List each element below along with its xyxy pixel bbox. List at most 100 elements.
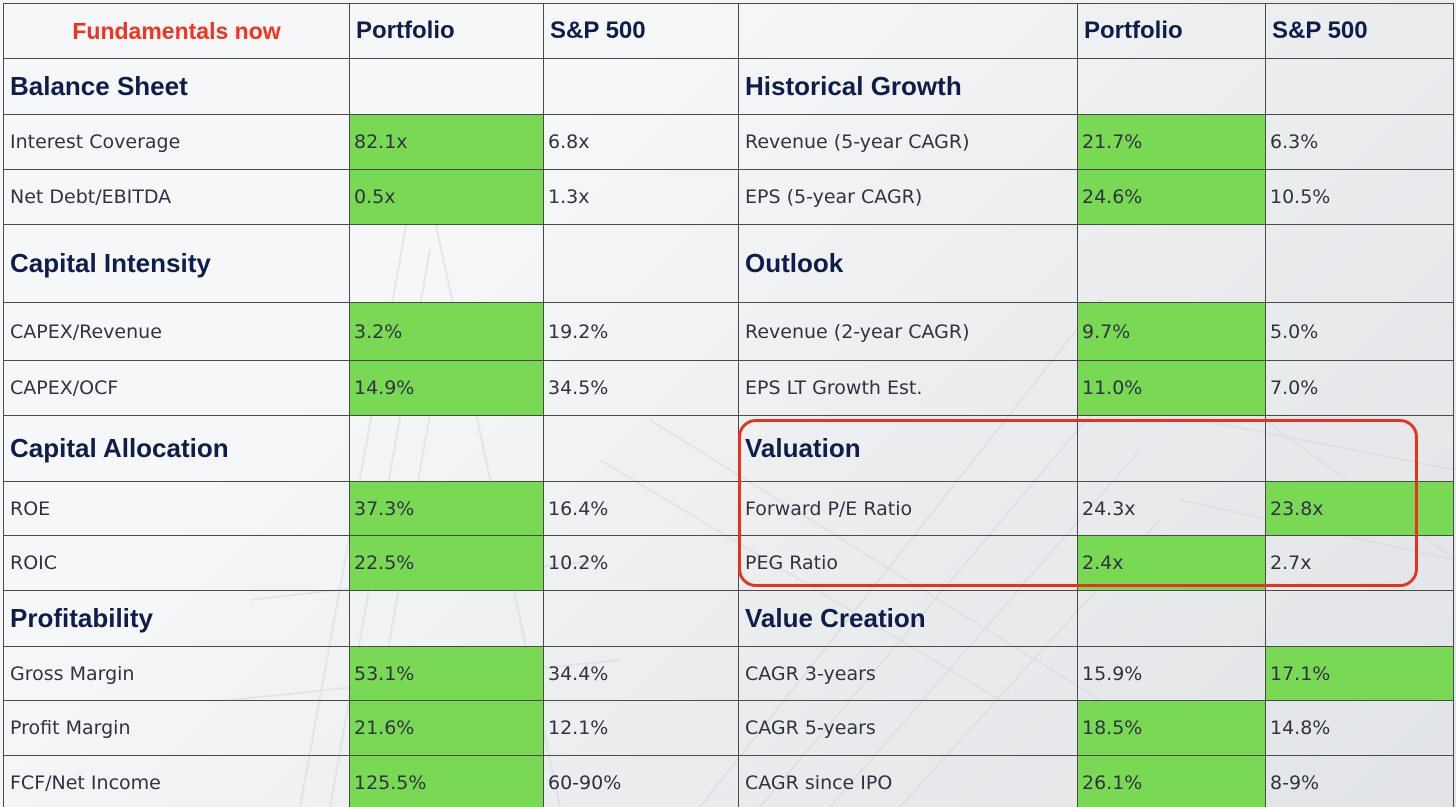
section-row: Capital Intensity Outlook <box>3 224 1454 303</box>
metric-label: FCF/Net Income <box>3 755 350 807</box>
sp500-value: 19.2% <box>543 302 739 361</box>
header-row: Fundamentals now Portfolio S&P 500 Portf… <box>3 3 1454 59</box>
sp500-value: 34.4% <box>543 646 739 701</box>
portfolio-value: 14.9% <box>349 360 544 416</box>
portfolio-value: 82.1x <box>349 114 544 170</box>
metric-label: Gross Margin <box>3 646 350 701</box>
portfolio-value: 21.6% <box>349 700 544 756</box>
sp500-value: 60-90% <box>543 755 739 807</box>
sp500-value: 16.4% <box>543 481 739 536</box>
sp500-value: 23.8x <box>1265 481 1454 536</box>
sp500-value: 2.7x <box>1265 535 1454 591</box>
section-heading: Outlook <box>738 224 1078 303</box>
sp500-value: 34.5% <box>543 360 739 416</box>
portfolio-value: 37.3% <box>349 481 544 536</box>
column-header-portfolio: Portfolio <box>349 3 544 59</box>
table-row: Gross Margin 53.1% 34.4% CAGR 3-years 15.9% 1… <box>3 646 1454 701</box>
table-row: Profit Margin 21.6% 12.1% CAGR 5-years 18.5%… <box>3 700 1454 756</box>
metric-label: EPS (5-year CAGR) <box>738 169 1078 225</box>
portfolio-value: 0.5x <box>349 169 544 225</box>
empty-cell <box>1265 590 1454 647</box>
metric-label: Net Debt/EBITDA <box>3 169 350 225</box>
portfolio-value: 11.0% <box>1077 360 1266 416</box>
table-row: CAPEX/Revenue 3.2% 19.2% Revenue (2-year CA… <box>3 302 1454 361</box>
table-row: CAPEX/OCF 14.9% 34.5% EPS LT Growth Est. 11.… <box>3 360 1454 416</box>
portfolio-value: 18.5% <box>1077 700 1266 756</box>
portfolio-value: 125.5% <box>349 755 544 807</box>
section-heading: Value Creation <box>738 590 1078 647</box>
column-header-blank <box>738 3 1078 59</box>
empty-cell <box>349 590 544 647</box>
sp500-value: 7.0% <box>1265 360 1454 416</box>
column-header-sp500: S&P 500 <box>1265 3 1454 59</box>
metric-label: EPS LT Growth Est. <box>738 360 1078 416</box>
empty-cell <box>543 590 739 647</box>
empty-cell <box>1265 415 1454 482</box>
empty-cell <box>543 415 739 482</box>
empty-cell <box>349 415 544 482</box>
empty-cell <box>543 224 739 303</box>
metric-label: Interest Coverage <box>3 114 350 170</box>
portfolio-value: 21.7% <box>1077 114 1266 170</box>
table-title: Fundamentals now <box>3 3 350 59</box>
portfolio-value: 24.6% <box>1077 169 1266 225</box>
metric-label: CAGR 3-years <box>738 646 1078 701</box>
metric-label: Revenue (2-year CAGR) <box>738 302 1078 361</box>
sp500-value: 10.5% <box>1265 169 1454 225</box>
section-heading: Capital Intensity <box>3 224 350 303</box>
portfolio-value: 26.1% <box>1077 755 1266 807</box>
metric-label: ROE <box>3 481 350 536</box>
metric-label: ROIC <box>3 535 350 591</box>
metric-label: CAGR 5-years <box>738 700 1078 756</box>
section-row: Capital Allocation Valuation <box>3 415 1454 482</box>
section-heading: Valuation <box>738 415 1078 482</box>
empty-cell <box>1077 590 1266 647</box>
empty-cell <box>349 224 544 303</box>
portfolio-value: 3.2% <box>349 302 544 361</box>
portfolio-value: 9.7% <box>1077 302 1266 361</box>
table-row: ROE 37.3% 16.4% Forward P/E Ratio 24.3x 23.8x <box>3 481 1454 536</box>
section-heading: Historical Growth <box>738 58 1078 115</box>
column-header-portfolio: Portfolio <box>1077 3 1266 59</box>
section-heading: Profitability <box>3 590 350 647</box>
sp500-value: 1.3x <box>543 169 739 225</box>
metric-label: Revenue (5-year CAGR) <box>738 114 1078 170</box>
sp500-value: 8-9% <box>1265 755 1454 807</box>
section-heading: Balance Sheet <box>3 58 350 115</box>
column-header-sp500: S&P 500 <box>543 3 739 59</box>
section-row: Balance Sheet Historical Growth <box>3 58 1454 115</box>
sp500-value: 10.2% <box>543 535 739 591</box>
sp500-value: 14.8% <box>1265 700 1454 756</box>
empty-cell <box>1265 224 1454 303</box>
portfolio-value: 53.1% <box>349 646 544 701</box>
empty-cell <box>1077 58 1266 115</box>
sp500-value: 6.3% <box>1265 114 1454 170</box>
section-heading: Capital Allocation <box>3 415 350 482</box>
metric-label: Profit Margin <box>3 700 350 756</box>
metric-label: PEG Ratio <box>738 535 1078 591</box>
metric-label: Forward P/E Ratio <box>738 481 1078 536</box>
table-row: ROIC 22.5% 10.2% PEG Ratio 2.4x 2.7x <box>3 535 1454 591</box>
empty-cell <box>1077 415 1266 482</box>
sp500-value: 17.1% <box>1265 646 1454 701</box>
empty-cell <box>543 58 739 115</box>
empty-cell <box>349 58 544 115</box>
metric-label: CAPEX/OCF <box>3 360 350 416</box>
metric-label: CAGR since IPO <box>738 755 1078 807</box>
table-row: Net Debt/EBITDA 0.5x 1.3x EPS (5-year CAGR)… <box>3 169 1454 225</box>
empty-cell <box>1265 58 1454 115</box>
portfolio-value: 15.9% <box>1077 646 1266 701</box>
fundamentals-table: Fundamentals now Portfolio S&P 500 Portf… <box>3 3 1454 807</box>
metric-label: CAPEX/Revenue <box>3 302 350 361</box>
empty-cell <box>1077 224 1266 303</box>
sp500-value: 12.1% <box>543 700 739 756</box>
portfolio-value: 22.5% <box>349 535 544 591</box>
section-row: Profitability Value Creation <box>3 590 1454 647</box>
sp500-value: 5.0% <box>1265 302 1454 361</box>
table-row: FCF/Net Income 125.5% 60-90% CAGR since IPO… <box>3 755 1454 807</box>
sp500-value: 6.8x <box>543 114 739 170</box>
portfolio-value: 2.4x <box>1077 535 1266 591</box>
table-row: Interest Coverage 82.1x 6.8x Revenue (5-yea… <box>3 114 1454 170</box>
portfolio-value: 24.3x <box>1077 481 1266 536</box>
